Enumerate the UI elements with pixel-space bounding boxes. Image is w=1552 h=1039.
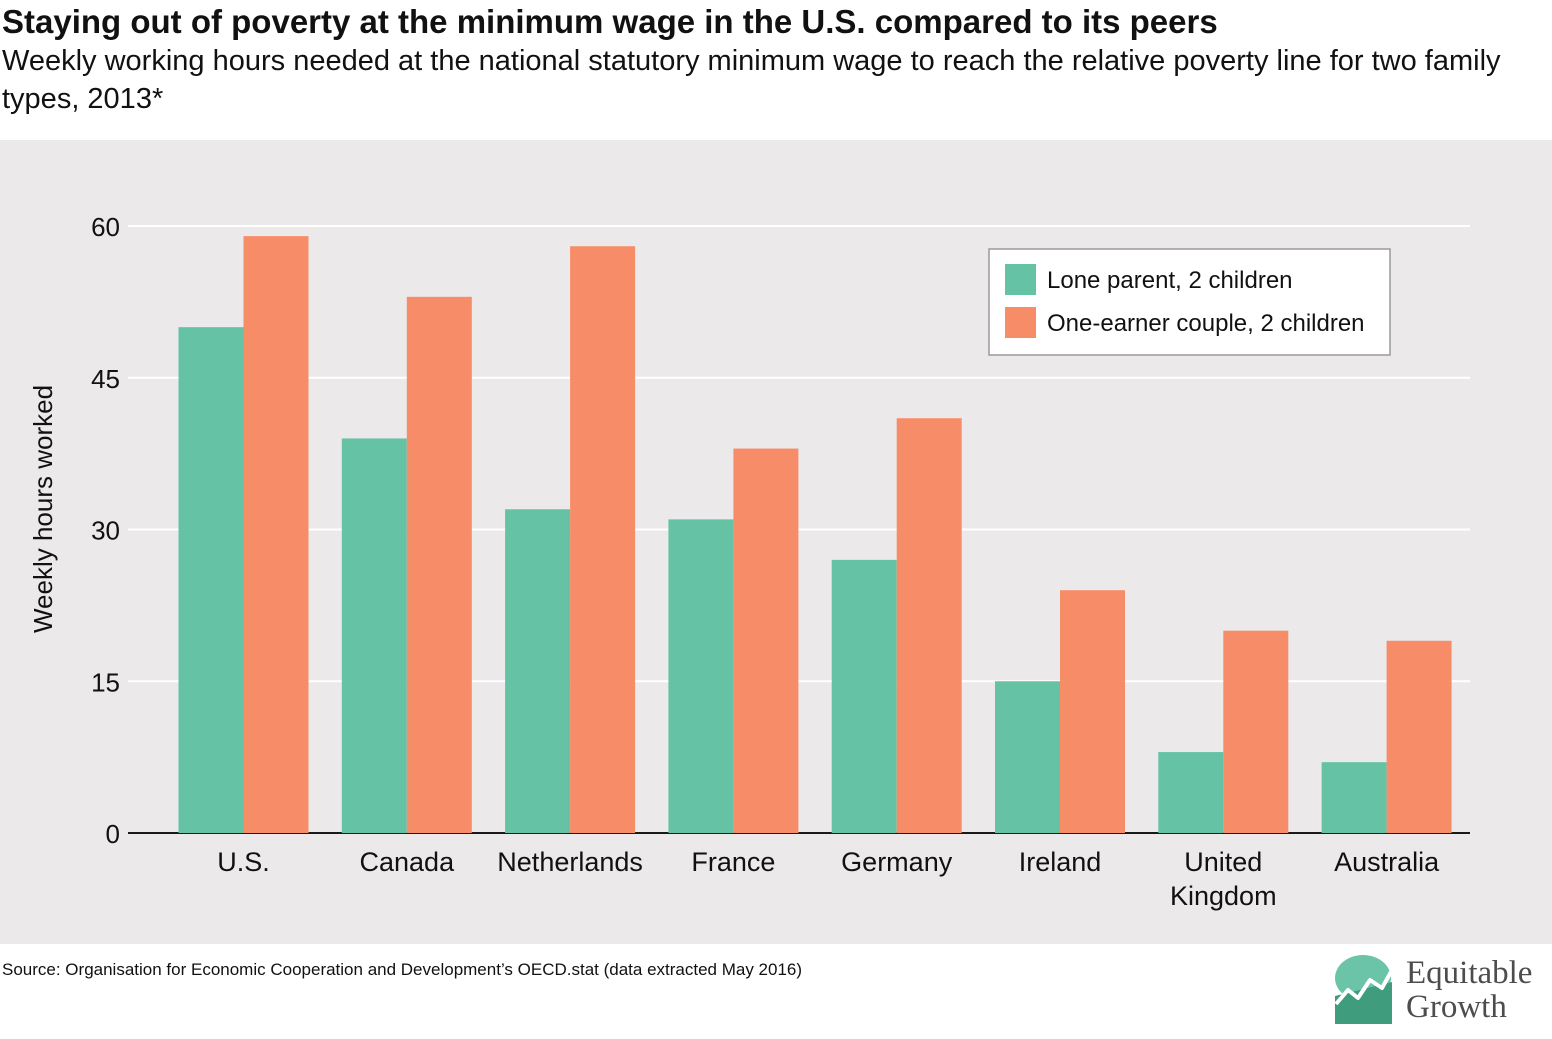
- bar-one-earner-couple: [406, 296, 472, 833]
- chart-subtitle: Weekly working hours needed at the natio…: [2, 45, 1501, 115]
- brand-logo: Equitable Growth: [1330, 952, 1552, 1030]
- y-tick-label: 30: [91, 516, 120, 546]
- bar-one-earner-couple: [1060, 590, 1125, 833]
- chart-title: Staying out of poverty at the minimum wa…: [2, 3, 1218, 40]
- bar-lone-parent: [341, 438, 407, 833]
- bar-lone-parent: [668, 519, 734, 833]
- brand-line-1: Equitable: [1406, 955, 1533, 991]
- x-tick-labels: U.S. Canada Netherlands France Germany Irelan…: [217, 847, 1440, 911]
- y-axis-label: Weekly hours worked: [28, 385, 58, 633]
- x-tick-label: U.S.: [217, 847, 270, 877]
- bar-lone-parent: [505, 509, 571, 833]
- legend-swatch: [1005, 307, 1036, 338]
- legend-label: One-earner couple, 2 children: [1047, 310, 1365, 337]
- bar-one-earner-couple: [1223, 630, 1289, 833]
- legend-swatch: [1005, 264, 1036, 295]
- legend: Lone parent, 2 children One-earner couple…: [988, 248, 1391, 356]
- x-tick-label: France: [691, 847, 775, 877]
- bar-lone-parent: [831, 559, 897, 833]
- y-tick-label: 60: [91, 212, 120, 242]
- legend-box: [988, 248, 1391, 356]
- bar-one-earner-couple: [733, 448, 799, 833]
- bar-lone-parent: [1321, 762, 1387, 833]
- y-tick-label: 0: [106, 819, 120, 849]
- x-tick-label: Germany: [841, 847, 953, 877]
- x-tick-label: Canada: [360, 847, 456, 877]
- bar-one-earner-couple: [896, 418, 962, 833]
- bar-chart: 0 15 30 45 60 U.S. Canada Netherlands France Ger…: [28, 212, 1470, 911]
- x-tick-label: United Kingdom: [1170, 847, 1277, 911]
- bars: [178, 236, 1452, 833]
- x-tick-label: Australia: [1334, 847, 1440, 877]
- y-tick-labels: 0 15 30 45 60: [91, 212, 120, 849]
- bar-one-earner-couple: [243, 236, 309, 833]
- bar-lone-parent: [178, 327, 244, 833]
- y-tick-label: 15: [91, 667, 120, 697]
- bar-lone-parent: [1158, 752, 1224, 833]
- legend-label: Lone parent, 2 children: [1047, 267, 1293, 294]
- bar-lone-parent: [995, 681, 1060, 833]
- brand-wordmark: Equitable Growth: [1406, 956, 1532, 1024]
- brand-line-2: Growth: [1406, 989, 1507, 1025]
- y-tick-label: 45: [91, 364, 120, 394]
- growth-logo-icon: [1334, 955, 1394, 1024]
- source-note: Source: Organisation for Economic Cooper…: [2, 960, 803, 979]
- x-tick-label: Netherlands: [497, 847, 643, 877]
- bar-one-earner-couple: [1386, 640, 1452, 833]
- x-tick-label: Ireland: [1019, 847, 1102, 877]
- bar-one-earner-couple: [570, 246, 636, 833]
